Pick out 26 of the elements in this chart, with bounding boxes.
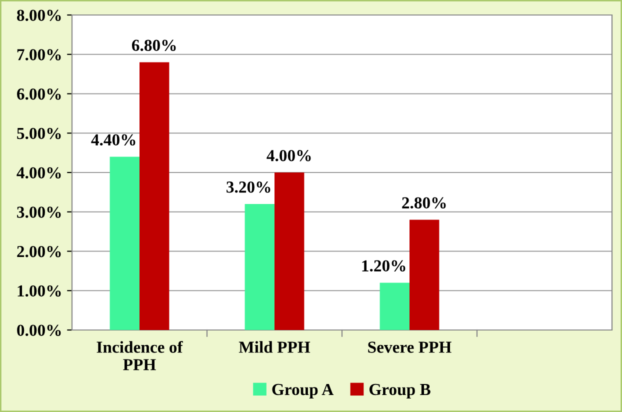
data-label: 4.00% [266, 150, 311, 162]
data-label: 6.80% [132, 40, 176, 52]
legend-label: Group A [272, 384, 334, 399]
data-label: 2.80% [402, 197, 446, 209]
y-tick-label: 3.00% [17, 206, 61, 218]
data-label: 4.40% [91, 134, 136, 146]
x-tick-label: Incidence of PPH [96, 340, 183, 370]
bar [274, 172, 304, 330]
y-tick-label: 2.00% [17, 246, 61, 258]
x-tick-label: Severe PPH [368, 342, 452, 353]
x-tick-label: Mild PPH [238, 341, 310, 353]
y-tick-label: 5.00% [17, 128, 61, 140]
y-tick-label: 1.00% [18, 285, 61, 297]
bar [140, 62, 170, 330]
bar [110, 156, 140, 330]
y-tick-label: 8.00% [17, 10, 61, 22]
bar [244, 204, 274, 330]
data-label: 3.20% [226, 181, 270, 193]
legend-label: Group B [369, 384, 430, 399]
bar [380, 282, 410, 330]
data-label: 1.20% [362, 260, 406, 272]
y-tick-label: 7.00% [17, 49, 61, 60]
y-tick-label: 6.00% [17, 88, 61, 100]
bar [410, 220, 440, 330]
y-tick-label: 0.00% [17, 324, 61, 336]
y-tick-label: 4.00% [16, 167, 61, 179]
